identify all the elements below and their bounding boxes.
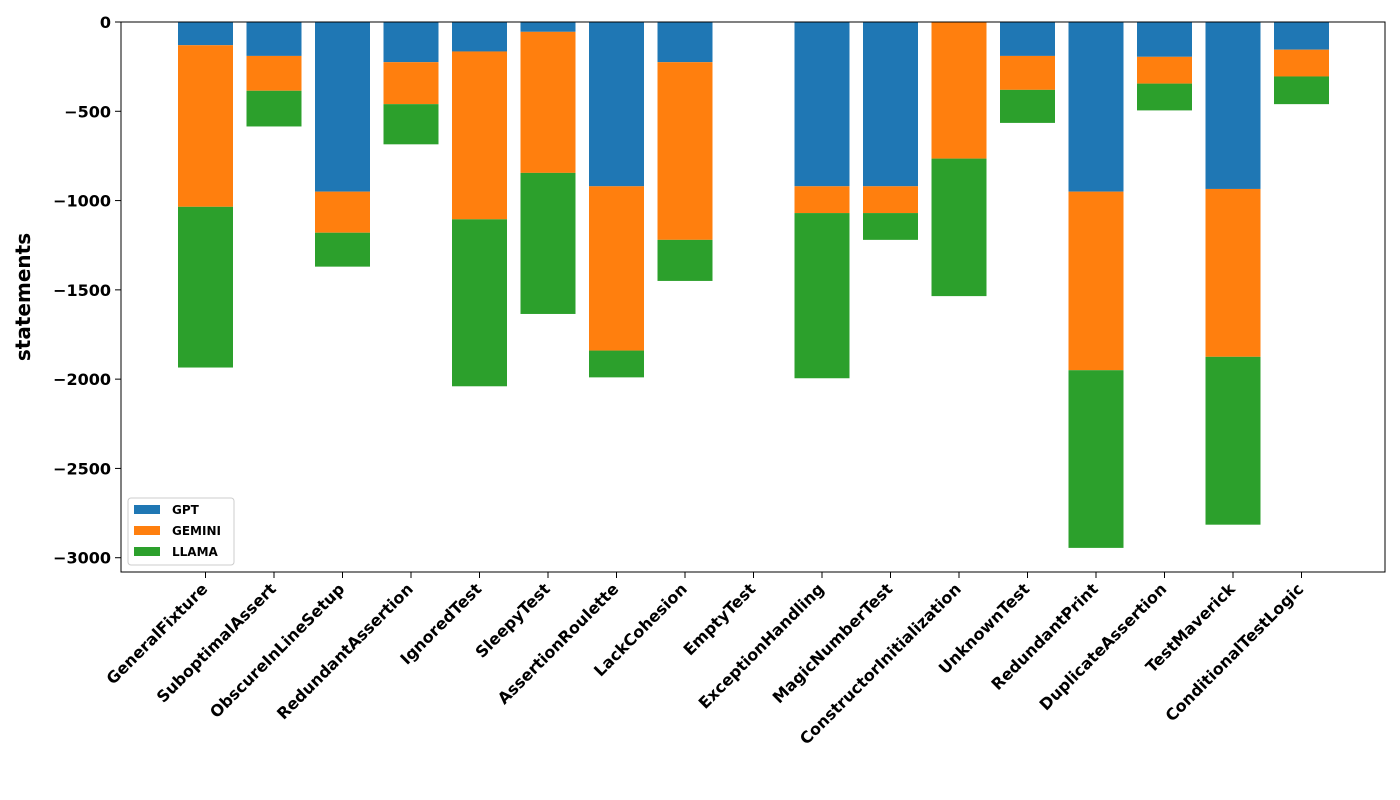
bar-gemini-redundantprint xyxy=(1068,191,1124,371)
bar-gemini-testmaverick xyxy=(1205,188,1261,357)
bar-gemini-magicnumbertest xyxy=(863,186,918,214)
x-tick-label: ConditionalTestLogic xyxy=(1161,579,1307,725)
legend-label-llama: LLAMA xyxy=(172,545,219,559)
bar-llama-duplicateassertion xyxy=(1137,83,1192,111)
y-tick-label: 0 xyxy=(100,13,111,32)
legend-swatch-llama xyxy=(134,547,160,556)
bar-gemini-lackcohesion xyxy=(657,62,713,240)
legend: GPT GEMINI LLAMA xyxy=(127,497,235,566)
bar-gemini-obscureinlinesetup xyxy=(315,191,370,233)
bar-gpt-ignoredtest xyxy=(452,22,507,52)
bar-gpt-suboptimalassert xyxy=(246,22,302,56)
bar-llama-constructorinitialization xyxy=(931,158,987,297)
bar-gpt-unknowntest xyxy=(1000,22,1055,56)
bar-llama-redundantassertion xyxy=(383,104,439,145)
bar-gpt-exceptionhandling xyxy=(794,22,850,187)
bar-gpt-conditionaltestlogic xyxy=(1274,22,1329,50)
bar-llama-testmaverick xyxy=(1205,356,1261,525)
bar-gpt-duplicateassertion xyxy=(1137,22,1192,57)
x-tick-label: DuplicateAssertion xyxy=(1036,579,1171,714)
y-axis-label: statements xyxy=(11,233,35,361)
bar-gemini-exceptionhandling xyxy=(794,186,850,214)
bar-gpt-obscureinlinesetup xyxy=(315,22,370,192)
bar-llama-magicnumbertest xyxy=(863,213,918,240)
bar-llama-sleepytest xyxy=(520,172,576,314)
bar-llama-ignoredtest xyxy=(452,219,507,387)
bar-llama-suboptimalassert xyxy=(246,90,302,127)
bar-gemini-assertionroulette xyxy=(589,186,644,351)
bars-layer xyxy=(178,22,1329,548)
bar-gemini-ignoredtest xyxy=(452,51,507,220)
bar-llama-exceptionhandling xyxy=(794,213,850,379)
y-tick-label: −2000 xyxy=(53,370,111,389)
bar-llama-conditionaltestlogic xyxy=(1274,76,1329,105)
legend-label-gemini: GEMINI xyxy=(172,524,221,538)
bar-gemini-generalfixture xyxy=(178,45,233,207)
bar-gpt-sleepytest xyxy=(520,22,576,32)
y-tick-label: −1000 xyxy=(53,192,111,211)
x-tick-label: SuboptimalAssert xyxy=(153,579,280,706)
bar-gpt-redundantprint xyxy=(1068,22,1124,192)
legend-swatch-gemini xyxy=(134,526,160,535)
x-tick-label: ObscureInLineSetup xyxy=(206,579,348,721)
bar-gemini-constructorinitialization xyxy=(931,22,987,159)
bar-gemini-duplicateassertion xyxy=(1137,56,1192,84)
y-tick-label: −1500 xyxy=(53,281,111,300)
bar-llama-obscureinlinesetup xyxy=(315,232,370,267)
bar-gpt-redundantassertion xyxy=(383,22,439,63)
bar-llama-lackcohesion xyxy=(657,239,713,281)
plot-frame xyxy=(120,21,1386,573)
bar-gpt-testmaverick xyxy=(1205,22,1261,189)
x-tick-label: RedundantAssertion xyxy=(273,579,417,723)
bar-llama-generalfixture xyxy=(178,206,233,368)
x-tick-label: AssertionRoulette xyxy=(494,579,623,708)
bar-gemini-sleepytest xyxy=(520,31,576,173)
y-axis: 0 −500 −1000 −1500 −2000 −2500 −3000 xyxy=(53,13,121,568)
bar-llama-unknowntest xyxy=(1000,89,1055,123)
y-tick-label: −3000 xyxy=(53,549,111,568)
bar-gpt-magicnumbertest xyxy=(863,22,918,187)
x-tick-label: ExceptionHandling xyxy=(695,579,828,712)
bar-gpt-lackcohesion xyxy=(657,22,713,63)
legend-label-gpt: GPT xyxy=(172,503,200,517)
bar-gemini-unknowntest xyxy=(1000,55,1055,90)
bar-gemini-conditionaltestlogic xyxy=(1274,49,1329,77)
y-tick-label: −500 xyxy=(64,102,111,121)
x-tick-label: MagicNumberTest xyxy=(769,579,897,707)
bar-llama-assertionroulette xyxy=(589,350,644,378)
x-axis: GeneralFixtureSuboptimalAssertObscureInL… xyxy=(102,572,1307,748)
legend-swatch-gpt xyxy=(134,505,160,514)
bar-gpt-assertionroulette xyxy=(589,22,644,187)
bar-gemini-redundantassertion xyxy=(383,62,439,105)
y-tick-label: −2500 xyxy=(53,459,111,478)
bar-gemini-suboptimalassert xyxy=(246,55,302,91)
bar-llama-redundantprint xyxy=(1068,370,1124,548)
bar-gpt-generalfixture xyxy=(178,22,233,46)
